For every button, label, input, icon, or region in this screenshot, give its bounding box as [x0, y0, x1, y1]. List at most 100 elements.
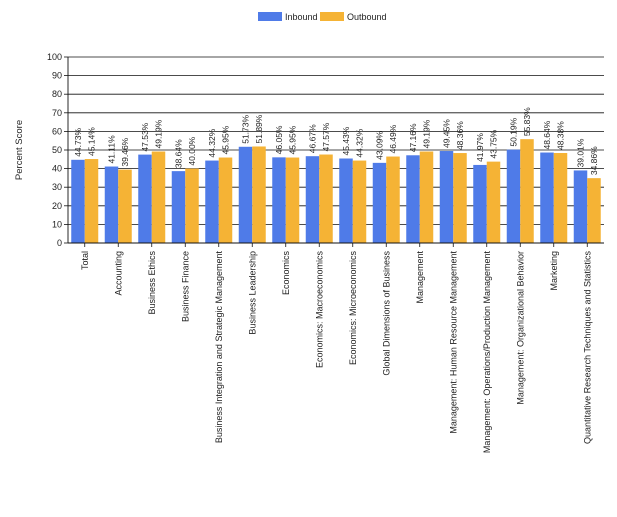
data-label-outbound-15: 34.86% [589, 146, 599, 175]
bar-outbound-10 [419, 151, 434, 243]
category-label-10: Management [415, 251, 425, 304]
y-axis-ticks: 0 10 20 30 40 50 60 70 80 90 100 [47, 52, 69, 248]
category-label-12: Management: Operations/Production Manage… [482, 251, 492, 454]
category-label-5: Business Leadership [247, 251, 257, 335]
bar-outbound-4 [218, 157, 233, 243]
data-label-inbound-1: 41.11% [107, 135, 117, 164]
data-label-inbound-4: 44.32% [207, 128, 217, 157]
bar-outbound-0 [84, 159, 99, 243]
data-label-outbound-10: 49.19% [422, 119, 432, 148]
x-axis [68, 242, 604, 247]
y-tick-label: 40 [52, 164, 62, 174]
bar-inbound-9 [372, 162, 387, 243]
bar-outbound-13 [520, 139, 534, 243]
bar-outbound-15 [587, 178, 601, 243]
bar-inbound-12 [473, 164, 487, 243]
data-label-outbound-4: 45.95% [221, 125, 231, 154]
data-label-outbound-11: 48.36% [455, 121, 465, 150]
data-label-inbound-9: 43.09% [375, 131, 385, 160]
data-label-inbound-2: 47.53% [140, 122, 150, 151]
data-label-inbound-10: 47.16% [408, 123, 418, 152]
y-tick-label: 60 [52, 126, 62, 136]
data-label-outbound-3: 40.00% [187, 136, 197, 165]
data-label-outbound-6: 45.95% [288, 125, 298, 154]
category-label-15: Quantitative Research Techniques and Sta… [582, 251, 592, 444]
bar-inbound-13 [506, 149, 521, 243]
data-label-outbound-1: 39.46% [120, 137, 130, 166]
data-label-outbound-7: 47.57% [321, 122, 331, 151]
bar-outbound-5 [252, 146, 266, 243]
data-label-outbound-0: 45.14% [87, 127, 97, 156]
data-label-inbound-3: 38.64% [174, 139, 184, 168]
y-tick-label: 50 [52, 145, 62, 155]
y-tick-label: 10 [52, 219, 62, 229]
bar-outbound-2 [151, 151, 166, 243]
bar-inbound-0 [71, 159, 85, 243]
category-label-2: Business Ethics [147, 251, 157, 315]
bar-outbound-7 [319, 154, 333, 243]
category-label-4: Business Integration and Strategic Manag… [214, 251, 224, 444]
category-label-8: Economics: Microeconomics [348, 251, 358, 366]
data-label-inbound-0: 44.73% [73, 128, 83, 157]
bar-inbound-7 [305, 156, 320, 243]
y-tick-label: 0 [57, 238, 62, 248]
data-label-inbound-6: 46.05% [274, 125, 284, 154]
data-label-outbound-8: 44.32% [355, 128, 365, 157]
data-label-inbound-5: 51.73% [241, 115, 251, 144]
data-label-inbound-11: 49.45% [442, 119, 452, 148]
category-label-1: Accounting [113, 251, 123, 296]
category-label-3: Business Finance [180, 251, 190, 322]
bar-outbound-6 [285, 157, 300, 243]
bar-outbound-3 [185, 168, 199, 243]
bars [71, 139, 601, 243]
category-labels: Total Accounting Business Ethics Business F… [80, 251, 593, 454]
bar-inbound-11 [439, 151, 454, 243]
data-label-inbound-15: 39.01% [576, 138, 586, 167]
bar-inbound-8 [339, 158, 353, 243]
data-label-outbound-2: 49.19% [154, 119, 164, 148]
data-label-outbound-13: 55.83% [522, 107, 532, 136]
data-labels: 44.73% 45.14% 41.11% 39.46% 47.53% 49.19% 38.6… [73, 107, 599, 175]
data-label-inbound-8: 45.43% [341, 126, 351, 155]
category-label-11: Management: Human Resource Management [448, 251, 458, 434]
data-label-inbound-12: 41.97% [475, 133, 485, 162]
bar-inbound-6 [272, 157, 286, 243]
bar-outbound-11 [453, 153, 467, 243]
y-tick-label: 70 [52, 108, 62, 118]
bar-outbound-1 [118, 169, 132, 243]
y-tick-label: 20 [52, 201, 62, 211]
legend-label-inbound: Inbound [285, 12, 318, 22]
legend-label-outbound: Outbound [347, 12, 387, 22]
bar-inbound-14 [540, 152, 554, 243]
legend: Inbound Outbound [258, 12, 387, 22]
bar-outbound-14 [553, 153, 568, 243]
data-label-outbound-14: 48.38% [556, 121, 566, 150]
data-label-inbound-14: 48.64% [542, 120, 552, 149]
category-label-14: Marketing [549, 251, 559, 291]
bar-inbound-10 [406, 155, 420, 243]
y-axis-title: Percent Score [14, 120, 25, 180]
category-label-13: Management: Organizational Behavior [515, 251, 525, 405]
legend-swatch-outbound [320, 12, 344, 21]
data-label-inbound-7: 46.67% [308, 124, 318, 153]
category-label-9: Global Dimensions of Business [381, 251, 391, 376]
data-label-outbound-5: 51.89% [254, 114, 264, 143]
y-tick-label: 80 [52, 89, 62, 99]
category-label-7: Economics: Macroeconomics [314, 251, 324, 369]
category-label-0: Total [80, 251, 90, 270]
y-tick-label: 90 [52, 71, 62, 81]
y-tick-label: 100 [47, 52, 62, 62]
bar-outbound-9 [386, 156, 400, 243]
bar-inbound-15 [573, 170, 588, 243]
data-label-inbound-13: 50.19% [509, 117, 519, 146]
legend-swatch-inbound [258, 12, 282, 21]
bar-inbound-5 [238, 146, 253, 243]
data-label-outbound-9: 46.49% [388, 124, 398, 153]
category-label-6: Economics [281, 251, 291, 296]
bar-outbound-12 [486, 161, 501, 243]
bar-inbound-4 [205, 160, 219, 243]
bar-inbound-3 [171, 171, 186, 243]
bar-inbound-2 [138, 154, 152, 243]
y-tick-label: 30 [52, 182, 62, 192]
